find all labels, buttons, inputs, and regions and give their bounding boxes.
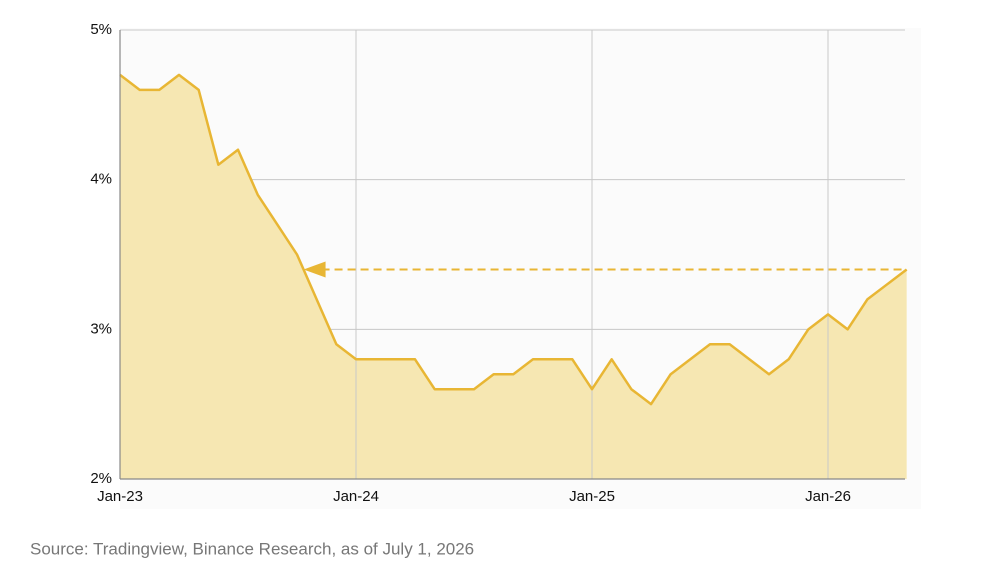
x-tick-label: Jan-23 <box>97 488 143 505</box>
y-tick-label: 2% <box>90 470 112 487</box>
line <box>119 73 908 406</box>
y-tick-label: 3% <box>90 320 112 337</box>
x-tick-label: Jan-26 <box>805 488 851 505</box>
x-tick-label: Jan-24 <box>333 488 379 505</box>
source-note: Source: Tradingview, Binance Research, a… <box>30 539 474 558</box>
reference-arrow <box>303 261 326 278</box>
area-fill <box>120 74 907 480</box>
y-tick-label: 5% <box>90 21 112 38</box>
x-tick-label: Jan-25 <box>569 488 615 505</box>
y-tick-label: 4% <box>90 171 112 188</box>
